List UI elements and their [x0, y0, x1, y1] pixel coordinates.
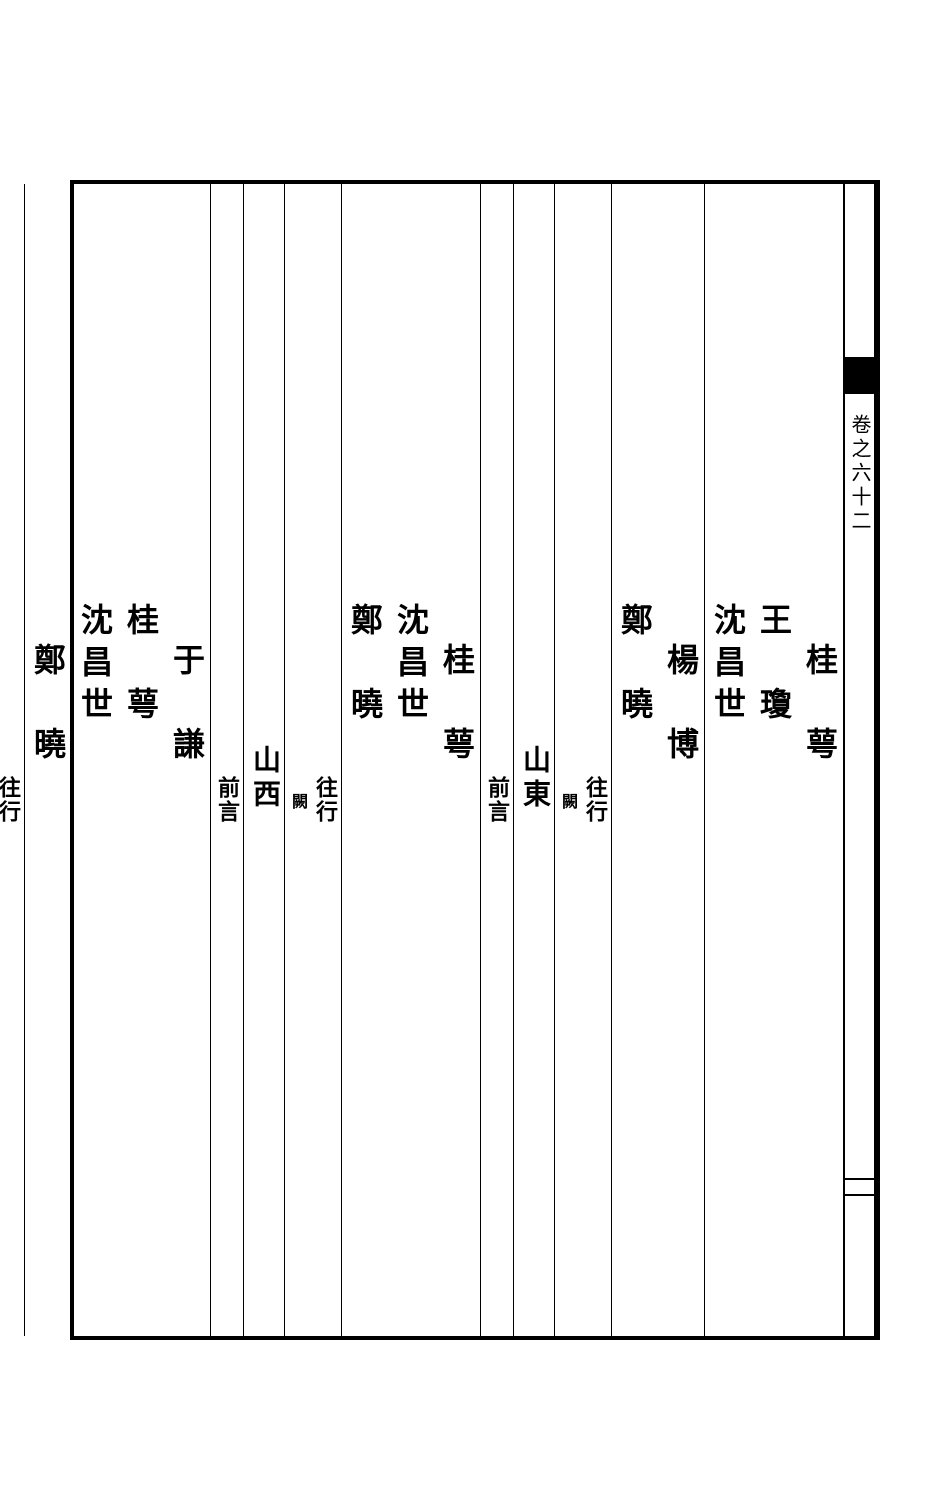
text: 桂 萼	[797, 643, 843, 769]
text: 鄭 曉	[342, 603, 388, 729]
column-9: 前言	[210, 184, 243, 1336]
column-2: 楊 博 鄭 曉	[611, 184, 704, 1336]
margin-bottom-mark	[845, 1178, 874, 1196]
column-1: 桂 萼 王 瓊 沈昌世	[704, 184, 843, 1336]
cell: 楊 博	[658, 643, 704, 923]
text: 鄭 曉	[612, 603, 658, 729]
cell: 鄭 曉	[612, 603, 658, 963]
note: 闕	[285, 793, 309, 809]
text: 桂 萼	[118, 603, 164, 729]
text: 沈昌世	[388, 603, 434, 729]
region-header: 山東	[514, 745, 554, 813]
text: 桂 萼	[434, 643, 480, 769]
text: 沈昌世	[72, 603, 118, 729]
column-7: 往行 闕	[284, 184, 341, 1336]
cell: 沈昌世	[388, 603, 434, 963]
note: 闕	[555, 793, 579, 809]
column-12: 往行 闕	[0, 184, 24, 1336]
section-label: 往行	[0, 776, 24, 824]
column-4: 山東	[513, 184, 554, 1336]
page-frame: 卷之六十二 桂 萼 王 瓊 沈昌世 楊 博 鄭 曉 往行 闕 山東 前言 桂 萼…	[70, 180, 880, 1340]
column-6: 桂 萼 沈昌世 鄭 曉	[341, 184, 480, 1336]
cell: 沈昌世	[705, 603, 751, 963]
section-label: 往行	[579, 776, 611, 824]
cell: 鄭 曉	[25, 643, 71, 923]
text: 楊 博	[658, 643, 704, 769]
column-10: 于 謙 桂 萼 沈昌世	[71, 184, 210, 1336]
margin-top-mark	[845, 184, 874, 394]
column-5: 前言	[480, 184, 513, 1336]
section-label: 往行	[309, 776, 341, 824]
cell: 沈昌世	[72, 603, 118, 963]
text: 鄭 曉	[25, 643, 71, 769]
column-11: 鄭 曉	[24, 184, 71, 1336]
cell: 桂 萼	[797, 643, 843, 923]
column-3: 往行 闕	[554, 184, 611, 1336]
text: 王 瓊	[751, 603, 797, 729]
margin-note: 卷之六十二	[845, 394, 874, 534]
region-header: 山西	[244, 745, 284, 813]
cell: 于 謙	[164, 643, 210, 923]
text: 沈昌世	[705, 603, 751, 729]
cell: 鄭 曉	[342, 603, 388, 963]
cell: 桂 萼	[118, 603, 164, 963]
section-label: 前言	[481, 776, 513, 824]
text: 于 謙	[164, 643, 210, 769]
cell: 王 瓊	[751, 603, 797, 963]
column-8: 山西	[243, 184, 284, 1336]
cell: 桂 萼	[434, 643, 480, 923]
margin-column: 卷之六十二	[843, 184, 874, 1336]
section-label: 前言	[211, 776, 243, 824]
